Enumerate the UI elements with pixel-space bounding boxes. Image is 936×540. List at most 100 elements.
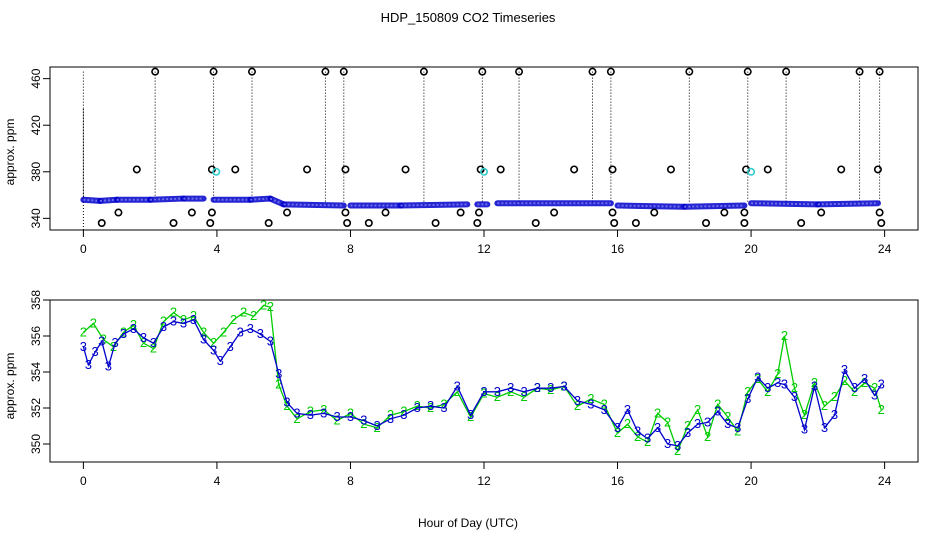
bottom-x-tick-label: 16: [611, 474, 625, 488]
series-3-point: 3: [871, 387, 878, 402]
series-2-point: 2: [190, 308, 197, 323]
series-2-point: 2: [781, 328, 788, 343]
series-3-point: 3: [237, 324, 244, 339]
flagged-low-point: [650, 208, 659, 217]
series-3-point: 3: [293, 405, 300, 420]
series-2-point: 2: [120, 324, 127, 339]
series-2-point: 2: [764, 384, 771, 399]
series-2-point: 2: [654, 405, 661, 420]
flagged-low-point: [456, 208, 465, 217]
series-3-point: 3: [120, 326, 127, 341]
flagged-mid-point: [303, 165, 312, 174]
raw-co2-segment: [280, 201, 347, 209]
flagged-low-point: [740, 219, 749, 228]
series-3-point: 3: [283, 395, 290, 410]
raw-co2-texture: [751, 202, 818, 206]
raw-co2-texture: [617, 204, 685, 208]
series-3-point: 3: [307, 407, 314, 422]
series-2-point: 2: [734, 423, 741, 438]
top-y-axis-label: approx. ppm: [3, 119, 17, 186]
cyan-marks-point: [212, 167, 221, 176]
series-2-point: 2: [283, 398, 290, 413]
flagged-low-point: [631, 219, 640, 228]
series-3-point: 3: [724, 416, 731, 431]
flagged-mid-point: [873, 165, 882, 174]
top-x-tick-label: 12: [477, 242, 491, 256]
series-2-point: 2: [574, 398, 581, 413]
flagged-high-point: [478, 67, 487, 76]
top-x-tick-label: 24: [878, 242, 892, 256]
series-2-point: 2: [744, 384, 751, 399]
series-3-point: 3: [674, 438, 681, 453]
series-3-point: 3: [704, 414, 711, 429]
flagged-low-point: [169, 219, 178, 228]
top-y-tick-label: 420: [29, 115, 43, 135]
series-2-point: 2: [267, 299, 274, 314]
bottom-y-tick-label: 356: [29, 326, 43, 346]
series-3-point: 3: [111, 335, 118, 350]
series-2-point: 2: [333, 413, 340, 428]
flagged-mid-point: [341, 165, 350, 174]
series-2-point: 2: [360, 416, 367, 431]
series-2-point: 2: [724, 409, 731, 424]
series-2-point: 2: [110, 339, 117, 354]
series-2-point: 2: [200, 324, 207, 339]
series-2-point: 2: [220, 324, 227, 339]
top-y-tick-label: 340: [29, 208, 43, 228]
series-2-point: 2: [440, 396, 447, 411]
series-3-point: 3: [467, 407, 474, 422]
series-3-point: 3: [257, 326, 264, 341]
series-2-point: 2: [260, 297, 267, 312]
raw-co2-texture: [150, 197, 184, 201]
flagged-low-point: [473, 219, 482, 228]
series-3-point: 3: [210, 342, 217, 357]
series-3-point: 3: [217, 353, 224, 368]
series-2-point: 2: [664, 414, 671, 429]
flagged-low-point: [877, 219, 886, 228]
series-3-point: 3: [801, 422, 808, 437]
series-3-point: 3: [851, 380, 858, 395]
series-3-point: 3: [180, 315, 187, 330]
flagged-mid-point: [608, 165, 617, 174]
series-2-point: 2: [293, 411, 300, 426]
flagged-low-point: [283, 208, 292, 217]
series-2-point: 2: [861, 375, 868, 390]
flagged-mid-point: [837, 165, 846, 174]
series-3-point: 3: [347, 409, 354, 424]
top-x-tick-label: 4: [214, 242, 221, 256]
bottom-y-tick-label: 358: [29, 290, 43, 310]
series-3-point: 3: [480, 384, 487, 399]
series-3-point: 3: [374, 418, 381, 433]
series-2-point: 2: [320, 402, 327, 417]
series-2-point: 2: [80, 324, 87, 339]
flagged-high-point: [606, 67, 615, 76]
series-3-point: 3: [644, 431, 651, 446]
series-3-point: 3: [831, 407, 838, 422]
series-3-point: 3: [454, 378, 461, 393]
series-3-point: 3: [400, 407, 407, 422]
series-3-point: 3: [247, 321, 254, 336]
flagged-low-point: [97, 219, 106, 228]
series-2-point: 2: [400, 404, 407, 419]
flagged-low-point: [264, 219, 273, 228]
bottom-y-axis-label: approx. ppm: [3, 353, 17, 420]
series-2-point: 2: [644, 434, 651, 449]
series-2-point: 2: [674, 443, 681, 458]
series-2-point: 2: [587, 391, 594, 406]
series-2-point: 2: [878, 402, 885, 417]
series-3-point: 3: [227, 339, 234, 354]
flagged-low-point: [114, 208, 123, 217]
flagged-mid-point: [496, 165, 505, 174]
series-3-point: 3: [267, 333, 274, 348]
series-2-point: 2: [150, 341, 157, 356]
series-2-point: 2: [210, 335, 217, 350]
series-3-point: 3: [791, 389, 798, 404]
bottom-y-tick-label: 352: [29, 398, 43, 418]
series-2-point: 2: [140, 335, 147, 350]
bottom-x-tick-label: 12: [477, 474, 491, 488]
flagged-high-point: [209, 67, 218, 76]
series-2-point: 2: [601, 396, 608, 411]
series-3-point: 3: [360, 413, 367, 428]
series-2-point: 2: [100, 332, 107, 347]
series-2-point: 2: [851, 384, 858, 399]
